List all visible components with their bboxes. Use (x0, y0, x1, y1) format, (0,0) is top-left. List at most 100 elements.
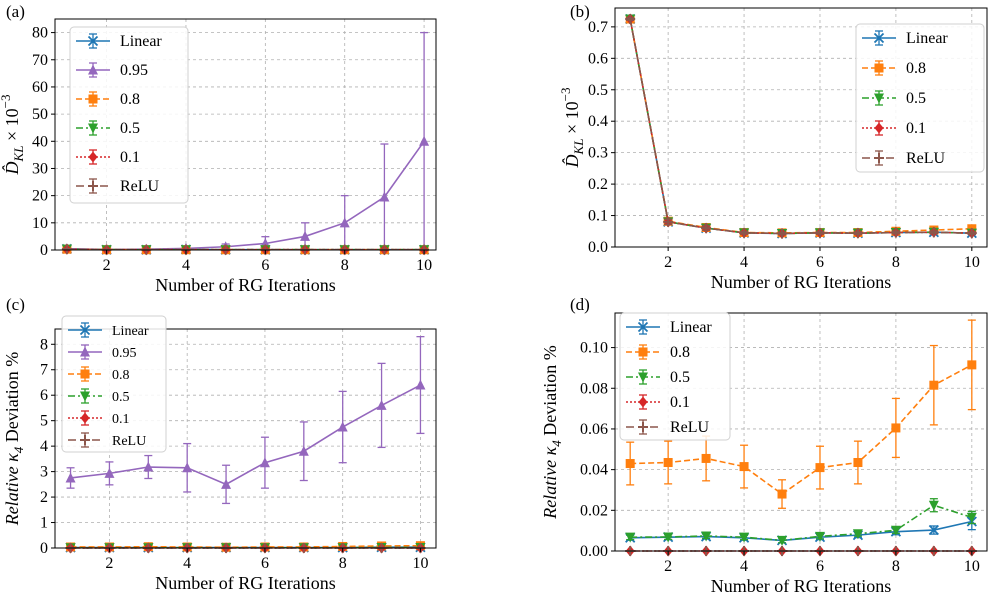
series-095 (65, 335, 426, 505)
data-point (928, 524, 939, 536)
chart-panel-b: 2 4 6 8 10 0.0 0.1 0.2 0.3 0.4 0.5 0.6 0.7 Number of … (558, 2, 988, 292)
series-linear (625, 512, 977, 546)
x-tick-label: 6 (816, 558, 824, 575)
series-05 (625, 498, 977, 546)
x-tick-label: 10 (416, 257, 432, 274)
plot-frame (614, 312, 988, 552)
data-point (298, 445, 309, 456)
data-point (777, 489, 787, 499)
legend-label: 0.95 (112, 346, 137, 361)
data-point (928, 500, 939, 511)
legend-label: 0.1 (906, 120, 926, 137)
data-point (143, 461, 154, 472)
series-line (629, 18, 972, 235)
data-point (221, 478, 232, 489)
y-tick-label: 0.04 (580, 462, 608, 479)
series-line (630, 364, 973, 496)
legend-marker (874, 63, 884, 73)
series-08 (66, 541, 425, 552)
chart-panel-a: 2 4 6 8 10 0 10 20 30 40 50 60 70 80 Number of RG Iter… (0, 2, 437, 295)
legend-marker (80, 412, 90, 424)
series-line (629, 18, 972, 234)
data-point (337, 421, 348, 432)
legend-label: 0.5 (120, 120, 140, 137)
legend-marker (874, 122, 884, 134)
legend-marker (874, 93, 884, 104)
y-tick-label: 40 (32, 133, 48, 150)
plot-frame (54, 18, 437, 251)
data-point (739, 227, 750, 238)
data-point (419, 135, 430, 146)
legend-marker (80, 435, 90, 445)
series-line (70, 384, 421, 486)
y-tick-label: 0.10 (580, 340, 608, 357)
x-axis-label: Number of RG Iterations (155, 573, 335, 593)
legend-label: 0.8 (120, 91, 140, 108)
data-point (701, 453, 711, 463)
plot-frame (614, 7, 988, 248)
y-tick-label: 0 (40, 242, 48, 259)
x-tick-label: 4 (183, 555, 191, 572)
x-tick-label: 6 (816, 254, 824, 271)
data-point (966, 512, 977, 523)
data-point (852, 529, 863, 540)
y-axis-label: Relative κ4 Deviation % (2, 352, 26, 527)
series-line (70, 544, 421, 549)
legend-label: ReLU (670, 419, 710, 436)
y-tick-label: 60 (32, 79, 48, 96)
series-relu (625, 14, 977, 239)
data-point (739, 462, 749, 472)
legend-marker (80, 369, 90, 379)
legend-label: ReLU (112, 434, 146, 449)
data-point (928, 227, 939, 238)
legend-marker (87, 35, 99, 47)
data-point (701, 223, 712, 234)
data-point (929, 380, 939, 390)
y-tick-label: 0.1 (588, 208, 608, 225)
x-axis-label: Number of RG Iterations (711, 576, 891, 596)
y-tick-label: 7 (40, 362, 48, 379)
x-tick-label: 10 (412, 555, 428, 572)
legend: Linear 0.8 0.5 0.1 ReLU (855, 23, 985, 173)
legend-marker (638, 396, 648, 408)
panel-label: (a) (6, 2, 25, 21)
series-line (630, 504, 973, 542)
data-point (182, 462, 193, 473)
legend-label: ReLU (906, 150, 946, 167)
legend-box (619, 312, 731, 441)
y-tick-label: 70 (32, 52, 48, 69)
y-tick-label: 0.08 (580, 380, 608, 397)
y-axis-label: D̂KL × 10−3 (0, 95, 26, 176)
data-point (891, 423, 901, 433)
data-point (814, 531, 825, 542)
x-tick-label: 10 (964, 254, 980, 271)
legend-marker (873, 32, 885, 44)
y-tick-label: 0.00 (580, 543, 608, 560)
y-tick-label: 10 (32, 215, 48, 232)
legend-label: 0.8 (906, 60, 926, 77)
y-tick-label: 80 (32, 25, 48, 42)
y-tick-label: 0.3 (588, 145, 608, 162)
y-tick-label: 4 (40, 438, 48, 455)
legend-marker (638, 422, 648, 432)
panel-label: (c) (6, 295, 25, 314)
legend-label: 0.1 (120, 149, 140, 166)
plot-frame (54, 328, 437, 549)
x-tick-label: 2 (103, 257, 111, 274)
legend-marker (874, 153, 884, 163)
chart-panel-d: 2 4 6 8 10 0.00 0.02 0.04 0.06 0.08 0.10 Number of … (540, 295, 988, 596)
y-tick-label: 1 (40, 515, 48, 532)
x-tick-label: 2 (105, 555, 113, 572)
y-tick-label: 0.06 (580, 421, 608, 438)
data-point (890, 525, 901, 536)
data-point (663, 458, 673, 468)
data-point (625, 14, 636, 25)
x-tick-label: 4 (182, 257, 190, 274)
data-point (739, 532, 750, 543)
data-point (815, 463, 825, 473)
data-point (966, 228, 977, 239)
legend-label: Linear (112, 324, 149, 339)
legend: Linear 0.95 0.8 0.5 0.1 ReLU (61, 315, 167, 453)
x-axis-label: Number of RG Iterations (155, 275, 335, 295)
